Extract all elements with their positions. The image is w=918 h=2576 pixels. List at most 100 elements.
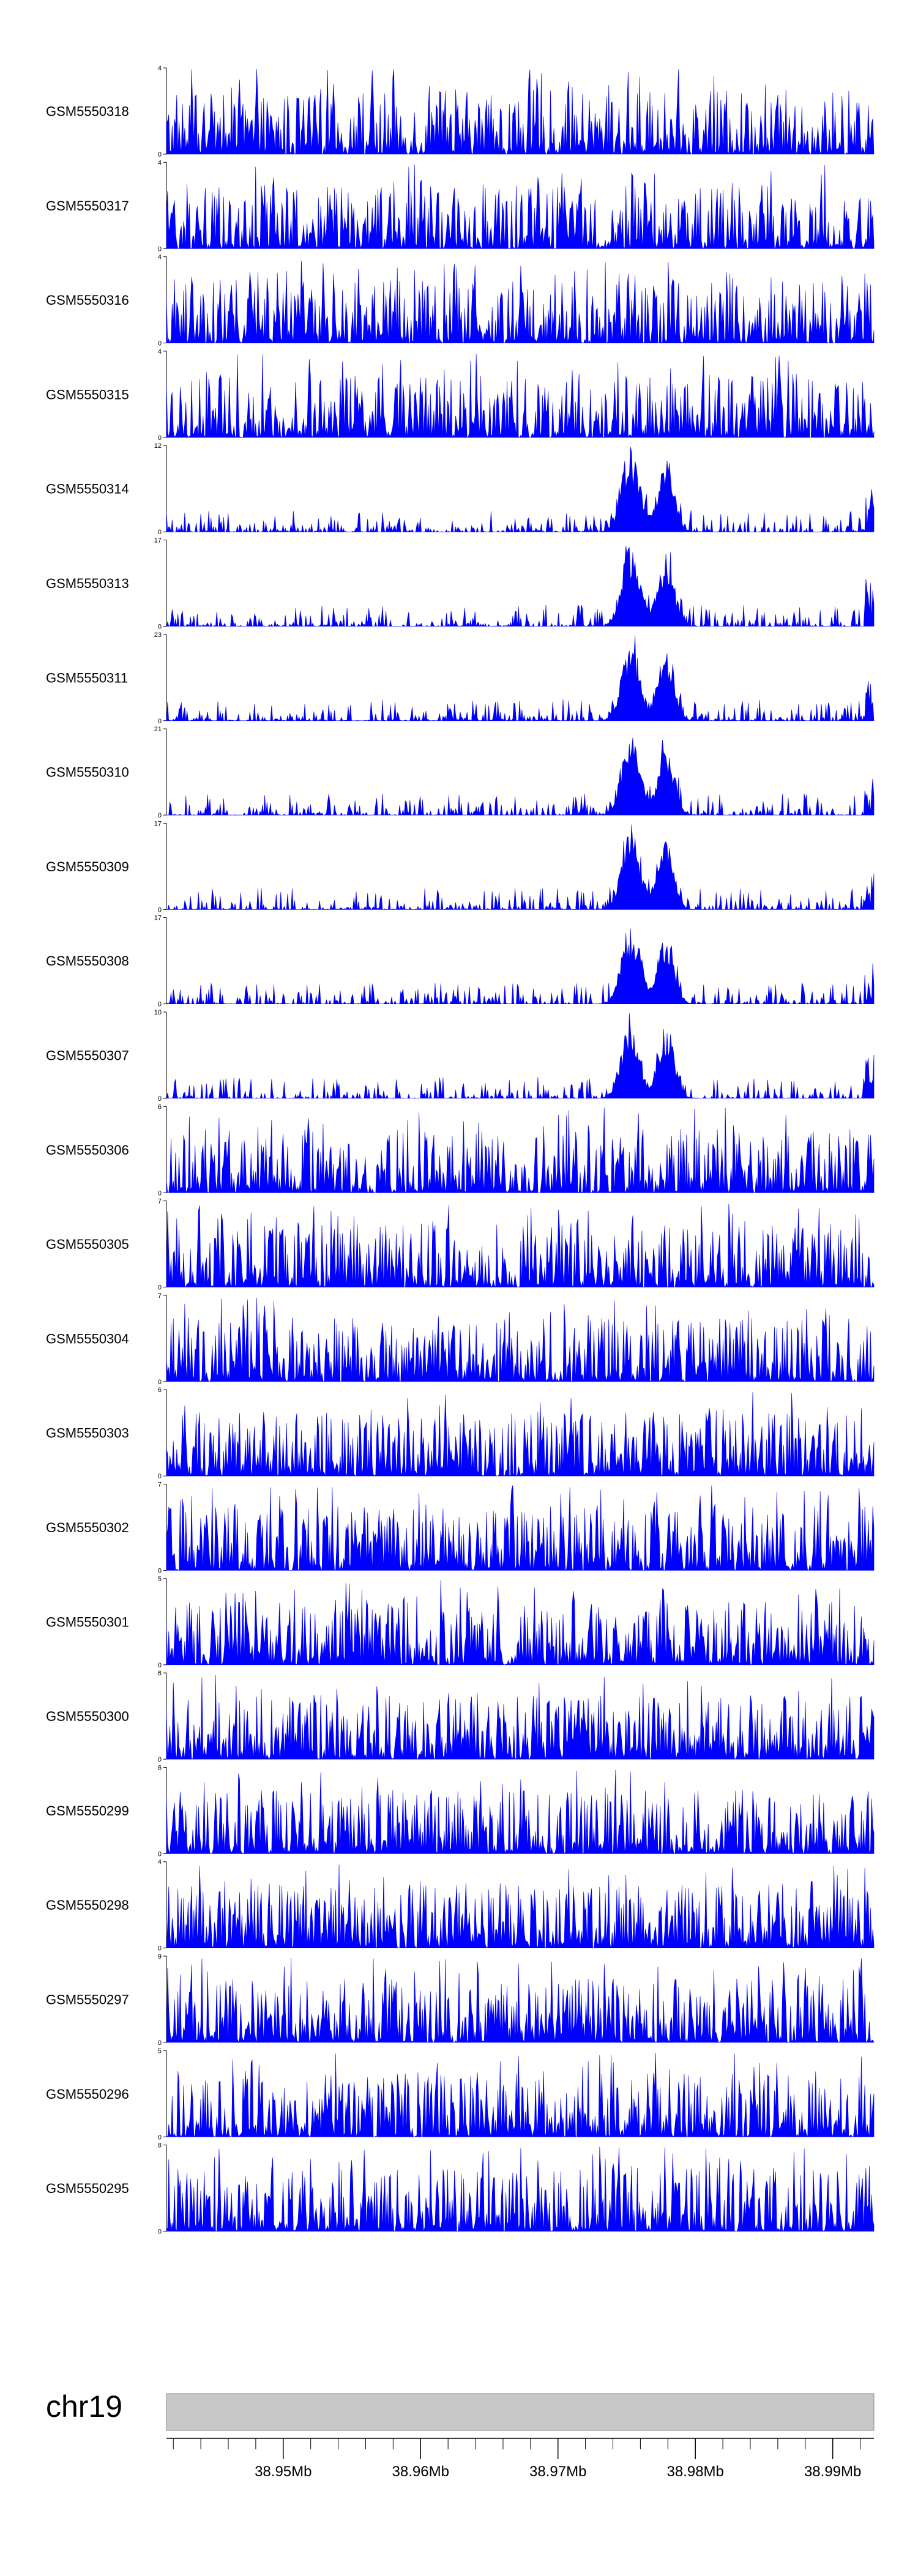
- y-max-label: 9: [158, 1953, 162, 1960]
- track-GSM5550318: GSM5550318 4 0: [46, 65, 875, 158]
- y-max-label: 4: [158, 159, 162, 166]
- y-min-label: 0: [158, 1001, 162, 1008]
- coverage-area: [166, 737, 875, 816]
- y-min-label: 0: [158, 1850, 162, 1858]
- y-max-label: 17: [154, 915, 162, 922]
- track-label: GSM5550307: [46, 1048, 129, 1063]
- y-max-label: 21: [154, 726, 162, 733]
- y-max-label: 4: [158, 348, 162, 356]
- coverage-area: [166, 164, 875, 250]
- coverage-area: [166, 1204, 875, 1288]
- track-label: GSM5550306: [46, 1142, 129, 1158]
- tick-label: 38.98Mb: [666, 2463, 723, 2480]
- y-min-label: 0: [158, 906, 162, 914]
- track-label: GSM5550314: [46, 482, 129, 497]
- track-GSM5550314: GSM5550314 12 0: [46, 442, 875, 536]
- y-max-label: 7: [158, 1292, 162, 1300]
- coverage-area: [166, 354, 875, 438]
- signal-tracks: GSM555031840GSM555031740GSM555031640GSM5…: [46, 65, 875, 2236]
- track-GSM5550303: GSM5550303 6 0: [46, 1387, 875, 1480]
- y-min-label: 0: [158, 812, 162, 819]
- tick-label: 38.96Mb: [392, 2463, 449, 2480]
- tick-label: 38.99Mb: [804, 2463, 861, 2480]
- y-min-label: 0: [158, 1756, 162, 1763]
- coverage-area: [166, 2052, 875, 2138]
- y-max-label: 7: [158, 1481, 162, 1489]
- y-min-label: 0: [158, 245, 162, 253]
- track-label: GSM5550295: [46, 2181, 129, 2196]
- track-GSM5550295: GSM5550295 8 0: [46, 2142, 875, 2236]
- track-label: GSM5550313: [46, 576, 129, 591]
- track-GSM5550299: GSM5550299 6 0: [46, 1764, 875, 1858]
- track-GSM5550316: GSM5550316 4 0: [46, 254, 875, 348]
- coverage-area: [166, 2146, 875, 2232]
- chromosome-ideogram: chr19: [46, 2389, 875, 2431]
- track-label: GSM5550305: [46, 1237, 129, 1252]
- track-GSM5550306: GSM5550306 6 0: [46, 1103, 875, 1197]
- track-GSM5550305: GSM5550305 7 0: [46, 1198, 875, 1292]
- tick-label: 38.95Mb: [255, 2463, 312, 2480]
- y-max-label: 6: [158, 1670, 162, 1677]
- y-max-label: 8: [158, 2142, 162, 2150]
- track-GSM5550296: GSM5550296 5 0: [46, 2047, 875, 2141]
- y-max-label: 10: [154, 1009, 162, 1016]
- y-max-label: 17: [154, 537, 162, 545]
- y-min-label: 0: [158, 1945, 162, 1952]
- y-min-label: 0: [158, 624, 162, 631]
- track-label: GSM5550308: [46, 953, 129, 969]
- y-max-label: 5: [158, 2047, 162, 2055]
- track-GSM5550308: GSM5550308 17 0: [46, 915, 875, 1008]
- track-label: GSM5550301: [46, 1614, 129, 1629]
- coverage-area: [166, 546, 875, 627]
- y-min-label: 0: [158, 2039, 162, 2047]
- chromosome-band: [166, 2393, 875, 2431]
- coverage-area: [166, 69, 875, 155]
- track-label: GSM5550310: [46, 765, 129, 780]
- y-max-label: 12: [154, 442, 162, 450]
- track-GSM5550313: GSM5550313 17 0: [46, 537, 875, 631]
- y-min-label: 0: [158, 1189, 162, 1197]
- track-label: GSM5550309: [46, 859, 129, 874]
- coverage-area: [166, 1675, 875, 1760]
- track-GSM5550311: GSM5550311 23 0: [46, 631, 875, 725]
- y-min-label: 0: [158, 151, 162, 158]
- track-label: GSM5550297: [46, 1992, 129, 2008]
- coverage-area: [166, 1392, 875, 1477]
- track-label: GSM5550318: [46, 104, 129, 119]
- track-label: GSM5550296: [46, 2086, 129, 2102]
- y-min-label: 0: [158, 1284, 162, 1292]
- coverage-area: [166, 1957, 875, 2044]
- y-min-label: 0: [158, 2228, 162, 2236]
- track-GSM5550300: GSM5550300 6 0: [46, 1670, 875, 1763]
- track-label: GSM5550303: [46, 1426, 129, 1441]
- y-max-label: 4: [158, 1859, 162, 1866]
- coverage-area: [166, 1013, 875, 1099]
- y-min-label: 0: [158, 1473, 162, 1480]
- coverage-area: [166, 1298, 875, 1382]
- track-GSM5550307: GSM5550307 10 0: [46, 1009, 875, 1103]
- track-label: GSM5550317: [46, 198, 129, 214]
- track-label: GSM5550298: [46, 1897, 129, 1913]
- coverage-area: [166, 1107, 875, 1194]
- y-min-label: 0: [158, 434, 162, 442]
- track-label: GSM5550311: [46, 670, 128, 685]
- genomic-axis: 38.95Mb 38.96Mb 38.97Mb 38.98Mb 38.99Mb: [166, 2438, 874, 2480]
- track-GSM5550309: GSM5550309 17 0: [46, 820, 875, 914]
- coverage-area: [166, 1485, 875, 1571]
- y-max-label: 17: [154, 820, 162, 827]
- track-label: GSM5550299: [46, 1803, 129, 1818]
- coverage-area: [166, 447, 875, 533]
- track-label: GSM5550316: [46, 292, 129, 308]
- y-min-label: 0: [158, 1568, 162, 1575]
- track-GSM5550298: GSM5550298 4 0: [46, 1859, 875, 1952]
- coverage-area: [166, 636, 875, 721]
- coverage-area: [166, 260, 875, 344]
- y-max-label: 6: [158, 1764, 162, 1771]
- y-min-label: 0: [158, 1379, 162, 1386]
- y-max-label: 4: [158, 254, 162, 261]
- y-min-label: 0: [158, 1662, 162, 1669]
- track-label: GSM5550302: [46, 1520, 129, 1535]
- y-max-label: 7: [158, 1198, 162, 1205]
- track-GSM5550304: GSM5550304 7 0: [46, 1292, 875, 1386]
- track-GSM5550301: GSM5550301 5 0: [46, 1576, 875, 1669]
